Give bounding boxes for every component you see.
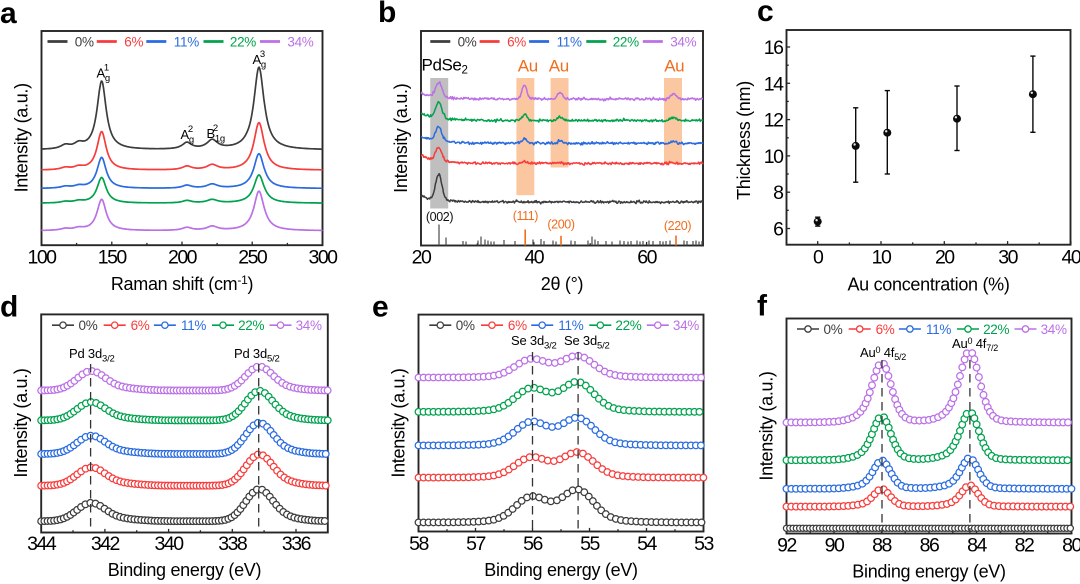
svg-text:11%: 11% bbox=[558, 318, 583, 333]
svg-text:54: 54 bbox=[637, 533, 657, 555]
svg-text:(200): (200) bbox=[547, 218, 574, 232]
svg-text:22%: 22% bbox=[238, 318, 264, 333]
svg-text:34%: 34% bbox=[287, 34, 313, 49]
svg-text:342: 342 bbox=[91, 533, 120, 555]
svg-text:55: 55 bbox=[580, 533, 600, 555]
svg-text:6%: 6% bbox=[507, 34, 526, 49]
svg-text:22%: 22% bbox=[230, 34, 256, 49]
svg-text:Raman shift (cm-1): Raman shift (cm-1) bbox=[111, 273, 253, 294]
svg-text:Thickness (nm): Thickness (nm) bbox=[734, 81, 754, 200]
svg-text:82: 82 bbox=[1015, 535, 1034, 557]
svg-text:Ag1: Ag1 bbox=[97, 63, 110, 85]
svg-text:0%: 0% bbox=[458, 34, 477, 49]
svg-text:12: 12 bbox=[764, 110, 783, 132]
svg-text:0%: 0% bbox=[456, 318, 475, 333]
svg-text:Intensity (a.u.): Intensity (a.u.) bbox=[391, 84, 411, 193]
svg-text:Au: Au bbox=[549, 57, 569, 76]
svg-text:Au: Au bbox=[664, 57, 684, 76]
svg-text:e: e bbox=[372, 291, 389, 324]
svg-text:80: 80 bbox=[1062, 535, 1080, 557]
svg-text:Intensity (a.u.): Intensity (a.u.) bbox=[12, 83, 32, 192]
svg-text:(111): (111) bbox=[513, 209, 539, 223]
svg-text:92: 92 bbox=[777, 535, 796, 557]
svg-text:338: 338 bbox=[218, 533, 247, 555]
svg-text:84: 84 bbox=[967, 535, 987, 557]
svg-text:40: 40 bbox=[1062, 247, 1080, 269]
svg-text:16: 16 bbox=[764, 37, 783, 59]
svg-text:Au: Au bbox=[518, 57, 538, 76]
svg-text:0%: 0% bbox=[824, 322, 843, 337]
svg-text:340: 340 bbox=[155, 533, 185, 555]
svg-text:10: 10 bbox=[764, 146, 784, 168]
svg-text:10: 10 bbox=[872, 247, 892, 269]
svg-text:11%: 11% bbox=[926, 322, 951, 337]
svg-text:200: 200 bbox=[168, 247, 198, 269]
svg-text:Binding energy (eV): Binding energy (eV) bbox=[484, 560, 637, 580]
svg-text:90: 90 bbox=[825, 535, 845, 557]
svg-text:22%: 22% bbox=[983, 322, 1009, 337]
svg-text:30: 30 bbox=[998, 247, 1018, 269]
svg-text:60: 60 bbox=[637, 247, 657, 269]
svg-text:Au concentration (%): Au concentration (%) bbox=[847, 275, 1009, 295]
svg-text:53: 53 bbox=[694, 533, 713, 555]
svg-text:11%: 11% bbox=[181, 318, 206, 333]
svg-text:8: 8 bbox=[773, 182, 783, 204]
svg-text:250: 250 bbox=[238, 247, 268, 269]
svg-text:57: 57 bbox=[466, 533, 485, 555]
svg-text:20: 20 bbox=[412, 247, 432, 269]
svg-text:6%: 6% bbox=[508, 318, 527, 333]
svg-text:f: f bbox=[757, 290, 768, 323]
svg-text:Intensity (a.u.): Intensity (a.u.) bbox=[389, 368, 409, 477]
svg-text:22%: 22% bbox=[615, 318, 641, 333]
svg-text:100: 100 bbox=[27, 247, 57, 269]
svg-text:Ag3: Ag3 bbox=[253, 49, 266, 71]
svg-text:(002): (002) bbox=[426, 210, 453, 224]
svg-text:344: 344 bbox=[27, 533, 57, 555]
svg-text:300: 300 bbox=[308, 247, 338, 269]
svg-text:PdSe2: PdSe2 bbox=[422, 56, 468, 77]
svg-text:b: b bbox=[378, 0, 396, 29]
svg-text:(220): (220) bbox=[664, 219, 691, 233]
svg-text:20: 20 bbox=[935, 247, 955, 269]
svg-text:86: 86 bbox=[920, 535, 939, 557]
svg-text:34%: 34% bbox=[673, 318, 699, 333]
svg-text:6%: 6% bbox=[876, 322, 895, 337]
svg-text:Ag2: Ag2 bbox=[181, 124, 194, 146]
svg-text:0%: 0% bbox=[79, 318, 98, 333]
svg-text:34%: 34% bbox=[296, 318, 322, 333]
svg-text:6%: 6% bbox=[131, 318, 150, 333]
svg-text:6: 6 bbox=[773, 219, 783, 241]
svg-text:40: 40 bbox=[524, 247, 544, 269]
svg-text:88: 88 bbox=[872, 535, 891, 557]
svg-text:Binding energy (eV): Binding energy (eV) bbox=[108, 560, 261, 580]
svg-text:34%: 34% bbox=[1041, 322, 1067, 337]
svg-text:22%: 22% bbox=[613, 34, 639, 49]
svg-text:34%: 34% bbox=[670, 34, 696, 49]
svg-text:c: c bbox=[757, 0, 774, 28]
svg-text:11%: 11% bbox=[557, 34, 582, 49]
svg-text:58: 58 bbox=[409, 533, 428, 555]
svg-text:Binding energy (eV): Binding energy (eV) bbox=[852, 562, 1005, 582]
svg-text:11%: 11% bbox=[174, 34, 199, 49]
svg-text:a: a bbox=[0, 0, 17, 30]
svg-text:336: 336 bbox=[282, 533, 311, 555]
svg-text:0%: 0% bbox=[75, 34, 94, 49]
svg-text:0: 0 bbox=[813, 247, 824, 269]
svg-text:14: 14 bbox=[764, 73, 784, 95]
svg-text:Intensity (a.u.): Intensity (a.u.) bbox=[757, 371, 777, 480]
svg-text:150: 150 bbox=[98, 247, 128, 269]
svg-text:Intensity (a.u.): Intensity (a.u.) bbox=[11, 368, 31, 477]
svg-text:d: d bbox=[0, 291, 18, 324]
svg-text:2θ (°): 2θ (°) bbox=[541, 274, 583, 294]
svg-text:6%: 6% bbox=[124, 34, 143, 49]
svg-text:56: 56 bbox=[523, 533, 542, 555]
